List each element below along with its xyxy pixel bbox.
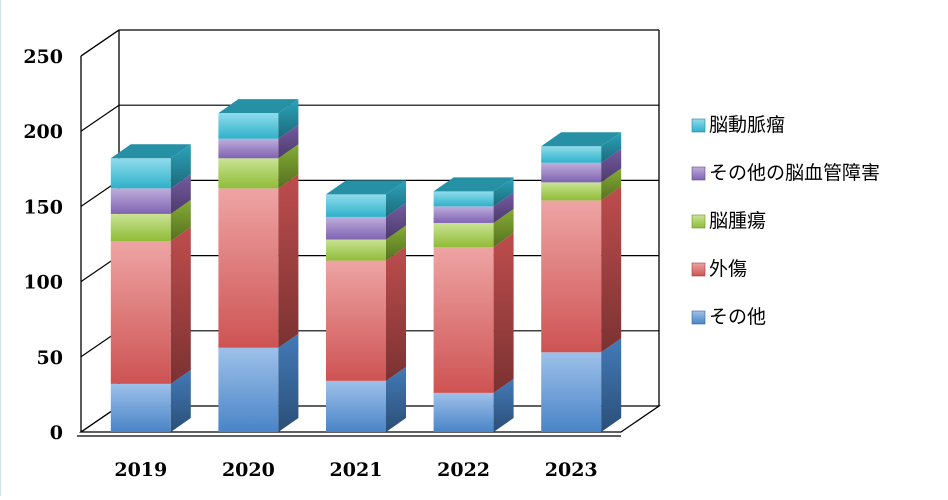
bar-segment-side: [601, 338, 622, 432]
legend-label: 脳動脈瘤: [709, 114, 785, 136]
bar-segment-side: [386, 246, 406, 381]
bar-segment: [110, 213, 171, 241]
bar-segment-side: [386, 225, 406, 261]
bar-segment-side: [386, 180, 406, 217]
legend-swatch: [691, 166, 706, 181]
legend-item: 脳動脈瘤: [691, 114, 785, 136]
x-axis-tick-labels: 2019 2020 2021 2022 2023: [114, 459, 597, 481]
legend-item: その他の脳血管障害: [691, 162, 880, 184]
bar-segment: [218, 138, 279, 159]
bar-top: [110, 144, 191, 159]
legend-swatch: [691, 262, 706, 277]
bar-segment-side: [278, 174, 299, 348]
bar-segment: [326, 194, 386, 217]
legend-swatch: [691, 310, 706, 325]
legend-item: その他: [691, 306, 766, 328]
bar-segment-side: [493, 192, 514, 223]
bar-segment-side: [170, 174, 191, 214]
bar-segment: [433, 392, 494, 432]
y-tick-label: 150: [23, 196, 63, 218]
legend-label: 脳腫瘍: [709, 210, 766, 232]
x-tick-label: 2022: [437, 459, 490, 481]
bar-segment: [433, 206, 494, 223]
bar-segment-side: [278, 333, 299, 432]
bar-segment: [433, 222, 494, 248]
bar-segment: [326, 380, 386, 432]
legend-swatch: [691, 118, 706, 133]
legend-item: 外傷: [691, 258, 747, 280]
y-tick-label: 0: [50, 422, 63, 444]
bars: [110, 99, 622, 432]
bar-top: [326, 180, 406, 195]
bar-segment-side: [170, 144, 191, 189]
bar-top: [433, 177, 514, 192]
legend-label: その他: [709, 306, 766, 328]
bar-segment-side: [386, 202, 406, 240]
bar-segment: [541, 352, 602, 432]
y-tick-label: 50: [37, 347, 63, 369]
legend-label: その他の脳血管障害: [709, 162, 880, 184]
bar-top: [541, 132, 622, 147]
bar-segment-side: [386, 366, 406, 432]
bar-segment-side: [493, 208, 514, 248]
bar-segment-side: [170, 226, 191, 384]
bar-stack-2019: [110, 144, 191, 432]
y-tick-label: 100: [23, 272, 63, 294]
bar-top: [218, 99, 299, 114]
bar-segment: [541, 146, 602, 163]
legend-swatch: [691, 214, 706, 229]
x-tick-label: 2023: [545, 459, 598, 481]
bar-stack-2021: [326, 180, 406, 432]
gridline-side: [80, 29, 120, 57]
gridline-side: [80, 104, 120, 132]
legend-item: 脳腫瘍: [691, 210, 766, 232]
x-tick-label: 2021: [330, 459, 383, 481]
y-axis-tick-labels: 0 50 100 150 200 250: [23, 46, 63, 444]
bar-segment: [218, 158, 279, 189]
bar-segment-side: [493, 233, 514, 393]
bar-segment: [326, 216, 386, 240]
y-tick-label: 200: [23, 121, 63, 143]
bar-segment-side: [278, 99, 299, 139]
bar-segment: [433, 247, 494, 393]
bar-segment: [218, 113, 279, 139]
bar-segment: [218, 347, 279, 432]
bar-segment-side: [170, 369, 191, 432]
bar-stack-2022: [433, 177, 514, 432]
bar-segment: [110, 240, 171, 384]
bar-stack-2020: [218, 99, 299, 432]
bar-segment: [541, 162, 602, 183]
bar-segment-side: [493, 177, 514, 207]
bar-segment-side: [278, 124, 299, 159]
bar-segment-side: [278, 144, 299, 189]
legend-label: 外傷: [709, 258, 747, 280]
bar-segment-side: [601, 132, 622, 163]
bar-segment-side: [601, 148, 622, 183]
bar-segment: [218, 188, 279, 348]
bar-segment-side: [601, 168, 622, 201]
x-tick-label: 2019: [114, 459, 167, 481]
bar-segment: [326, 239, 386, 261]
bar-segment: [326, 260, 386, 381]
x-tick-label: 2020: [222, 459, 275, 481]
bar-segment-side: [493, 378, 514, 432]
bar-segment: [110, 158, 171, 189]
bar-segment: [541, 182, 602, 201]
bar-segment: [110, 188, 171, 214]
bar-segment: [433, 191, 494, 207]
bar-segment-side: [601, 186, 622, 353]
bar-segment: [541, 200, 602, 353]
bar-segment: [110, 383, 171, 432]
bar-segment-side: [170, 199, 191, 241]
y-tick-label: 250: [23, 46, 63, 68]
bar-stack-2023: [541, 132, 622, 432]
